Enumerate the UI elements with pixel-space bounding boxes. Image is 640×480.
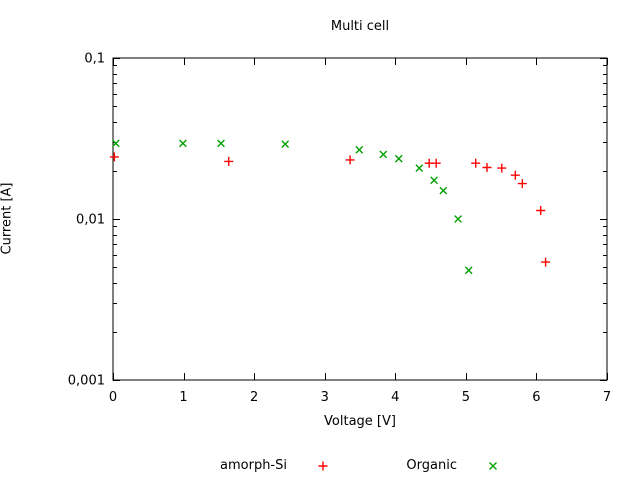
data-point-organic [430, 176, 438, 185]
data-point-organic [111, 139, 120, 148]
data-point-amorph-si [109, 152, 119, 162]
data-point-amorph-si [536, 206, 546, 215]
x-tick-label: 6 [532, 390, 540, 405]
legend-label-amorph-si: amorph-Si [220, 458, 287, 473]
data-point-organic [379, 150, 388, 159]
data-point-amorph-si [497, 163, 507, 173]
x-tick-label: 3 [321, 390, 329, 405]
data-point-organic [281, 140, 290, 148]
data-point-amorph-si [541, 257, 551, 267]
plot-border [112, 57, 608, 381]
data-point-organic [394, 154, 403, 163]
data-point-organic [355, 145, 364, 154]
legend-label-organic: Organic [406, 458, 457, 473]
data-point-organic [454, 215, 462, 223]
plus-marker-icon [318, 461, 328, 471]
x-tick-label: 2 [250, 390, 258, 405]
x-axis-label: Voltage [V] [324, 414, 396, 429]
data-point-amorph-si [345, 155, 355, 165]
cross-marker-icon [489, 462, 497, 470]
data-point-amorph-si [431, 158, 441, 168]
data-point-organic [439, 186, 448, 195]
data-point-amorph-si [510, 170, 520, 180]
data-point-amorph-si [482, 163, 492, 172]
y-tick-label: 0,1 [84, 52, 105, 67]
x-tick-label: 4 [391, 390, 399, 405]
data-point-organic [179, 139, 187, 148]
x-tick-label: 5 [462, 390, 470, 405]
x-tick-label: 1 [179, 390, 187, 405]
chart-title: Multi cell [330, 19, 390, 34]
data-point-organic [464, 266, 473, 275]
data-point-organic [415, 164, 424, 172]
data-point-amorph-si [471, 158, 481, 168]
x-tick-label: 7 [603, 390, 611, 405]
y-tick-label: 0,001 [68, 374, 105, 389]
y-tick-label: 0,01 [76, 213, 105, 228]
data-point-organic [217, 139, 225, 148]
x-tick-label: 0 [109, 390, 117, 405]
data-point-amorph-si [224, 156, 234, 166]
data-point-amorph-si [517, 179, 527, 189]
